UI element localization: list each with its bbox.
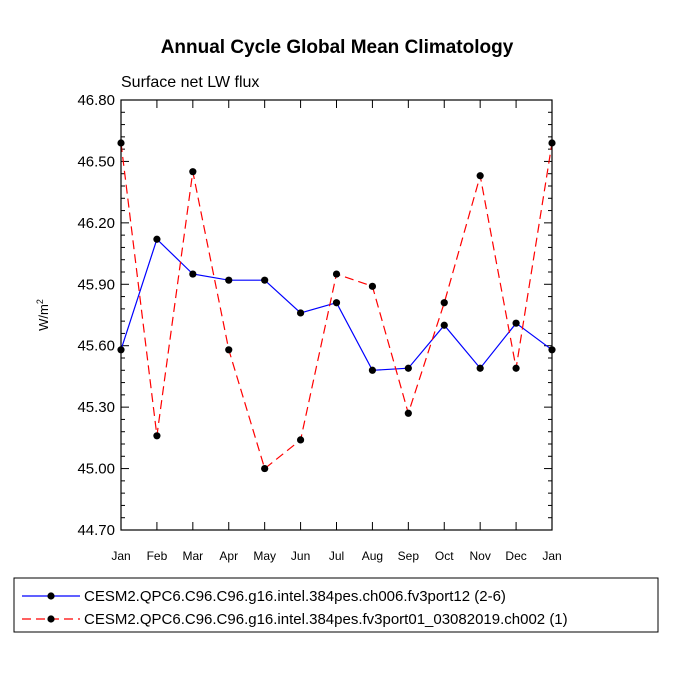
data-point <box>225 276 233 284</box>
x-tick-label: Nov <box>469 549 490 563</box>
x-tick-label: Feb <box>147 549 168 563</box>
svg-text:W/m2: W/m2 <box>35 299 51 331</box>
data-point <box>404 364 412 372</box>
y-tick-label: 46.50 <box>77 153 115 170</box>
data-point <box>261 464 269 473</box>
series-layer <box>117 139 556 473</box>
data-point <box>153 235 161 243</box>
legend: CESM2.QPC6.C96.C96.g16.intel.384pes.ch00… <box>13 577 659 633</box>
x-tick-label: Jun <box>291 549 310 563</box>
series-1 <box>117 235 556 374</box>
data-point <box>332 270 341 278</box>
data-point <box>404 409 412 417</box>
x-tick-label: Jan <box>111 549 130 563</box>
data-point <box>476 172 484 180</box>
y-tick-label: 44.70 <box>77 522 115 539</box>
data-point <box>189 270 197 278</box>
data-point <box>332 299 341 307</box>
data-point <box>440 299 448 307</box>
y-axis-label-base: W/m <box>36 304 51 331</box>
data-point <box>189 168 197 176</box>
x-tick-label: Aug <box>362 549 383 563</box>
data-point <box>368 366 377 374</box>
y-tick-label: 46.80 <box>77 92 115 109</box>
data-point <box>512 364 520 372</box>
legend-label-2: CESM2.QPC6.C96.C96.g16.intel.384pes.fv3p… <box>84 611 568 628</box>
chart-title: Annual Cycle Global Mean Climatology <box>161 37 514 58</box>
chart-subtitle: Surface net LW flux <box>121 74 259 91</box>
y-axis-label: W/m2 <box>35 299 51 331</box>
x-tick-label: Apr <box>219 549 238 563</box>
y-axis-label-exponent: 2 <box>35 299 45 304</box>
y-tick-label: 45.60 <box>77 338 115 355</box>
legend-label-1: CESM2.QPC6.C96.C96.g16.intel.384pes.ch00… <box>84 588 506 605</box>
data-point <box>296 309 305 317</box>
x-tick-label: Mar <box>182 549 203 563</box>
data-point <box>296 436 305 444</box>
y-tick-label: 45.00 <box>77 461 115 478</box>
data-point <box>512 319 520 327</box>
data-point <box>440 321 448 329</box>
ticks-layer: 44.70 45.00 45.30 45.60 45.90 46.20 46.50 46.80… <box>77 92 561 563</box>
y-tick-label: 45.30 <box>77 399 115 416</box>
x-tick-label: Oct <box>435 549 454 563</box>
x-tick-label: Jan <box>542 549 561 563</box>
x-tick-label: Sep <box>398 549 420 563</box>
x-tick-label: May <box>253 549 276 563</box>
plot-frame <box>120 99 553 531</box>
data-point <box>476 364 484 372</box>
legend-box <box>13 577 659 633</box>
legend-marker-1 <box>47 592 55 600</box>
data-point <box>261 276 269 284</box>
y-tick-label: 46.20 <box>77 215 115 232</box>
legend-marker-2 <box>47 615 55 623</box>
data-point <box>153 432 161 440</box>
x-tick-label: Jul <box>329 549 344 563</box>
data-point <box>368 282 377 290</box>
data-point <box>225 346 233 354</box>
y-tick-label: 45.90 <box>77 276 115 293</box>
x-tick-label: Dec <box>505 549 526 563</box>
